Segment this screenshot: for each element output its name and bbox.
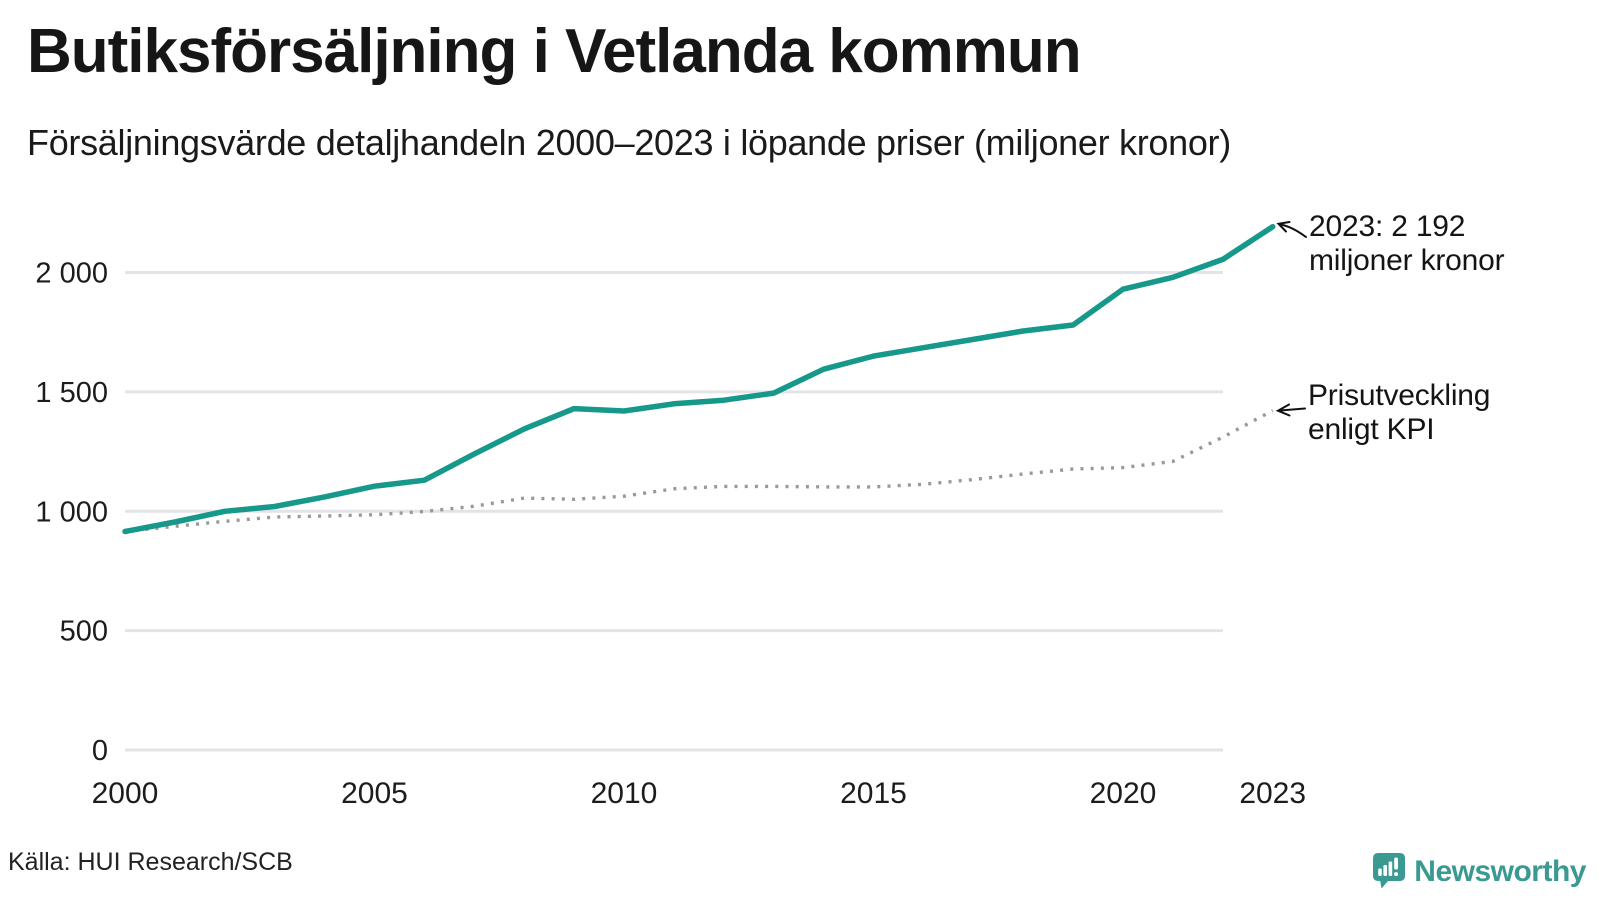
x-tick-2005: 2005 bbox=[341, 777, 408, 810]
x-tick-2010: 2010 bbox=[591, 777, 658, 810]
annotation-sales-line2: miljoner kronor bbox=[1309, 244, 1505, 277]
newsworthy-logo-icon bbox=[1372, 852, 1406, 892]
x-tick-2015: 2015 bbox=[840, 777, 907, 810]
annotation-sales-2023: 2023: 2 192 miljoner kronor bbox=[1309, 210, 1505, 278]
annotation-arrow-sales bbox=[1276, 221, 1307, 238]
x-axis-labels: 2000 2005 2010 2015 2020 2023 bbox=[92, 777, 1306, 810]
y-axis-labels: 2 000 1 500 1 000 500 0 bbox=[35, 258, 108, 768]
annotation-kpi-line1: Prisutveckling bbox=[1308, 379, 1491, 412]
sales-line bbox=[122, 223, 1276, 535]
source-note: Källa: HUI Research/SCB bbox=[8, 848, 293, 876]
page-title: Butiksförsäljning i Vetlanda kommun bbox=[27, 17, 1082, 86]
chart-subtitle: Försäljningsvärde detaljhandeln 2000–202… bbox=[27, 122, 1231, 163]
annotation-arrow-kpi bbox=[1275, 403, 1306, 417]
kpi-dotted-line bbox=[124, 409, 1274, 534]
annotation-kpi-line2: enligt KPI bbox=[1308, 413, 1435, 446]
x-tick-2000: 2000 bbox=[92, 777, 159, 810]
y-tick-1500: 1 500 bbox=[35, 377, 108, 409]
gridlines bbox=[125, 271, 1223, 752]
y-tick-0: 0 bbox=[92, 735, 108, 767]
newsworthy-brand-text: Newsworthy bbox=[1414, 855, 1586, 888]
y-tick-2000: 2 000 bbox=[35, 258, 108, 290]
y-tick-1000: 1 000 bbox=[35, 496, 108, 528]
x-tick-2023: 2023 bbox=[1239, 777, 1306, 810]
newsworthy-brand: Newsworthy bbox=[1372, 852, 1586, 892]
y-tick-500: 500 bbox=[60, 616, 108, 648]
annotation-kpi: Prisutveckling enligt KPI bbox=[1308, 379, 1490, 447]
annotation-sales-line1: 2023: 2 192 bbox=[1309, 210, 1466, 243]
x-tick-2020: 2020 bbox=[1090, 777, 1157, 810]
